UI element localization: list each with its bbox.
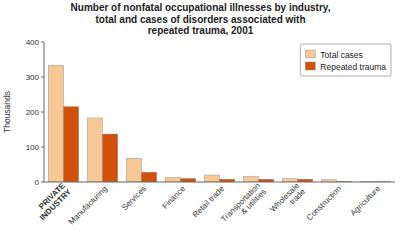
- x-tick-label: Construction: [305, 184, 343, 222]
- x-tick-label: Manufacturing: [67, 184, 109, 226]
- x-tick-label-line: & utilities: [239, 187, 268, 216]
- x-tick-label-line: Manufacturing: [67, 184, 109, 226]
- y-tick-label: 0: [35, 178, 40, 187]
- bar: [181, 179, 196, 183]
- x-tick-label-line: Agriculture: [349, 184, 383, 218]
- x-tick-label-line: trade: [288, 187, 308, 207]
- y-tick: [41, 77, 44, 78]
- bar: [165, 177, 180, 182]
- title-line: Number of nonfatal occupational illnesse…: [71, 2, 331, 13]
- bar: [64, 107, 79, 182]
- x-tick-label-group: PRIVATEINDUSTRY: [32, 181, 74, 223]
- x-tick-label-line: Services: [120, 184, 148, 212]
- x-tick-label-group: Transportation& utilities: [219, 181, 268, 230]
- title-line: total and cases of disorders associated …: [95, 14, 305, 25]
- y-axis-label: Thousands: [2, 91, 12, 133]
- x-tick-label: Agriculture: [349, 184, 383, 218]
- bar: [48, 65, 63, 182]
- bar: [282, 179, 297, 183]
- y-tick-label: 200: [26, 108, 40, 117]
- bar: [142, 172, 157, 182]
- x-tick-label-group: Finance: [161, 184, 188, 211]
- x-tick-label: Transportation& utilities: [219, 181, 268, 230]
- x-tick-label-group: Services: [120, 184, 148, 212]
- x-tick-label: PRIVATEINDUSTRY: [32, 181, 74, 223]
- legend-swatch: [305, 50, 315, 58]
- y-tick-label: 100: [26, 143, 40, 152]
- legend-swatch: [305, 62, 315, 70]
- x-tick-label: Services: [120, 184, 148, 212]
- legend-label: Repeated trauma: [320, 62, 386, 72]
- x-tick-label-line: INDUSTRY: [38, 187, 74, 223]
- bar: [87, 118, 102, 182]
- y-tick: [41, 182, 44, 183]
- y-tick-label: 400: [26, 38, 40, 47]
- chart-root: Number of nonfatal occupational illnesse…: [0, 0, 401, 238]
- x-tick-label-line: Construction: [305, 184, 343, 222]
- bar: [126, 158, 141, 182]
- legend-label: Total cases: [320, 50, 363, 60]
- legend: Total cases Repeated trauma: [300, 44, 391, 76]
- x-tick-label-group: Retail trade: [191, 184, 227, 220]
- bar: [103, 134, 118, 182]
- x-tick-label: Wholesaletrade: [268, 181, 307, 220]
- chart-svg: Number of nonfatal occupational illnesse…: [0, 0, 401, 238]
- bar: [243, 176, 258, 182]
- x-tick-label-group: Wholesaletrade: [268, 181, 307, 220]
- bars: [48, 65, 390, 182]
- x-tick-label-group: Manufacturing: [67, 184, 109, 226]
- y-tick-label: 300: [26, 73, 40, 82]
- x-axis-line: [44, 182, 395, 183]
- y-tick: [41, 112, 44, 113]
- bar: [204, 175, 219, 182]
- y-tick: [41, 147, 44, 148]
- title-line: repeated trauma, 2001: [148, 25, 254, 36]
- x-tick-label-line: Finance: [161, 184, 188, 211]
- x-tick-label-group: Construction: [305, 184, 343, 222]
- x-tick-label: Finance: [161, 184, 188, 211]
- x-tick-label: Retail trade: [191, 184, 227, 220]
- chart-title: Number of nonfatal occupational illnesse…: [71, 2, 331, 36]
- y-tick: [41, 42, 44, 43]
- x-tick-label-line: Retail trade: [191, 184, 227, 220]
- x-tick-label-group: Agriculture: [349, 184, 383, 218]
- legend-box: [300, 44, 391, 76]
